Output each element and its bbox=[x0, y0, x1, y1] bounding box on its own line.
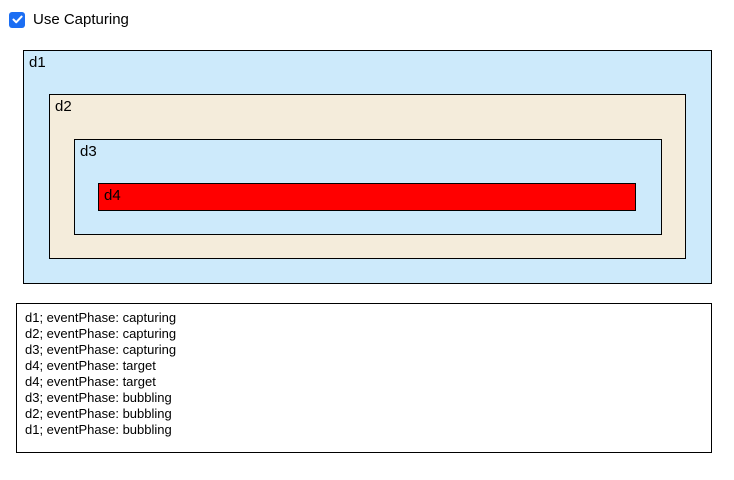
log-line: d1; eventPhase: capturing bbox=[25, 310, 177, 325]
event-box-d1[interactable]: d1 d2 d3 d4 bbox=[23, 50, 712, 284]
checkmark-icon bbox=[12, 15, 23, 24]
use-capturing-label: Use Capturing bbox=[33, 11, 129, 28]
log-line: d4; eventPhase: target bbox=[25, 358, 156, 373]
event-log-output: d1; eventPhase: capturing d2; eventPhase… bbox=[16, 303, 712, 453]
log-line: d1; eventPhase: bubbling bbox=[25, 422, 172, 437]
log-line: d3; eventPhase: bubbling bbox=[25, 390, 172, 405]
log-line: d2; eventPhase: capturing bbox=[25, 326, 177, 341]
event-box-d4[interactable]: d4 bbox=[98, 183, 636, 211]
log-line: d2; eventPhase: bubbling bbox=[25, 406, 172, 421]
event-box-d2[interactable]: d2 d3 d4 bbox=[49, 94, 686, 259]
event-box-d1-label: d1 bbox=[29, 54, 46, 71]
log-line: d4; eventPhase: target bbox=[25, 374, 156, 389]
use-capturing-checkbox[interactable] bbox=[9, 11, 25, 28]
event-box-d4-label: d4 bbox=[104, 187, 121, 204]
event-box-d2-label: d2 bbox=[55, 98, 72, 115]
event-box-d3-label: d3 bbox=[80, 143, 97, 160]
log-line: d3; eventPhase: capturing bbox=[25, 342, 177, 357]
use-capturing-row: Use Capturing bbox=[9, 10, 129, 29]
event-box-d3[interactable]: d3 d4 bbox=[74, 139, 662, 235]
